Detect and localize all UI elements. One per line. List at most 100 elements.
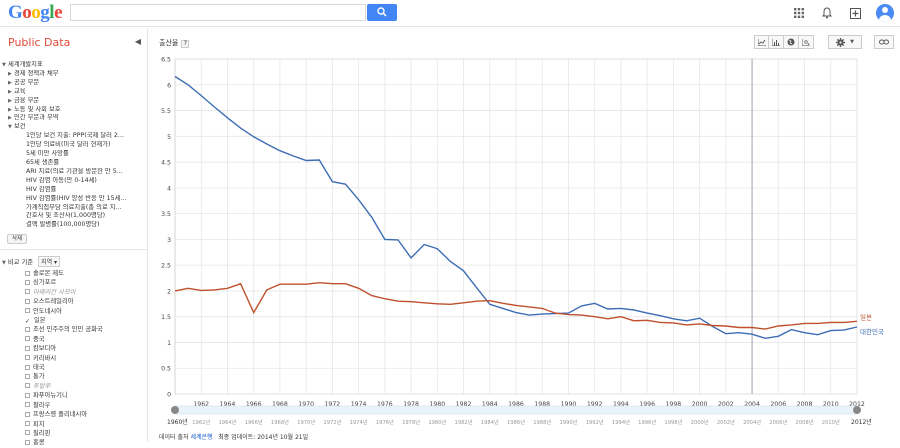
- collapsed-arrow-icon[interactable]: ▶: [8, 70, 12, 77]
- search-input[interactable]: [70, 4, 366, 21]
- country-item[interactable]: 싱가포르: [25, 278, 147, 287]
- checkbox[interactable]: [25, 383, 30, 389]
- tree-indicator[interactable]: 가계직접부담 의료지출(총 의료 지...: [2, 204, 148, 213]
- tree-indicator[interactable]: 1인당 의료비(미국 달러 현재가): [2, 141, 148, 150]
- country-item[interactable]: 캄보디아: [25, 344, 147, 353]
- checkbox[interactable]: [25, 373, 30, 379]
- country-item[interactable]: 인도네시아: [25, 307, 147, 316]
- timeline-start-handle[interactable]: [171, 406, 179, 414]
- checkbox[interactable]: [25, 279, 30, 285]
- checkbox[interactable]: [25, 289, 30, 295]
- country-item[interactable]: 중국: [25, 335, 147, 344]
- country-item[interactable]: 홍콩: [25, 438, 147, 447]
- tree-indicator[interactable]: 결핵 발병률(100,000명당): [2, 221, 148, 230]
- tree-category[interactable]: ▶ 민간 부문과 무역: [2, 114, 148, 123]
- country-item[interactable]: 태국: [25, 363, 147, 372]
- link-button[interactable]: [874, 35, 894, 49]
- series-line-1[interactable]: [174, 281, 858, 330]
- country-item[interactable]: 조선 민주주의 인민 공화국: [25, 325, 147, 334]
- tree-indicator[interactable]: HIV 감염 아동(만 0-14세): [2, 177, 148, 186]
- country-item[interactable]: 필리핀: [25, 429, 147, 438]
- country-item[interactable]: 파푸아뉴기니: [25, 391, 147, 400]
- collapse-sidebar-icon[interactable]: ◀: [134, 37, 141, 46]
- country-name: 중국: [33, 335, 45, 343]
- checkbox[interactable]: [25, 402, 30, 408]
- search-button[interactable]: [367, 4, 397, 21]
- delete-button[interactable]: 삭제: [7, 234, 27, 244]
- country-item[interactable]: ✓ 일본: [25, 316, 147, 325]
- share-plus-icon[interactable]: [848, 6, 862, 20]
- country-item[interactable]: 아메리칸 사모아: [25, 288, 147, 297]
- country-item[interactable]: 오스트레일리아: [25, 297, 147, 306]
- collapsed-arrow-icon[interactable]: ▶: [8, 97, 12, 104]
- series-label[interactable]: 대한민국: [860, 327, 884, 336]
- collapsed-arrow-icon[interactable]: ▶: [8, 106, 12, 113]
- checkbox[interactable]: [25, 298, 30, 304]
- fertility-rate-chart[interactable]: 1962 1964 1966 1968 1970 1972 1974 1976 1978 1980…: [149, 28, 900, 428]
- gear-icon: [836, 37, 846, 47]
- help-button[interactable]: ?: [181, 40, 190, 48]
- tree-category[interactable]: ▼ 보건: [2, 123, 148, 132]
- tree-indicator[interactable]: 65세 생존률: [2, 159, 148, 168]
- country-item[interactable]: 프랑스령 폴리네시아: [25, 410, 147, 419]
- checked-checkbox[interactable]: ✓: [25, 317, 31, 325]
- x-tick-label: 1978: [403, 401, 419, 408]
- checkbox[interactable]: [25, 355, 30, 361]
- tree-root[interactable]: ▼ 세계개발지표: [2, 61, 148, 70]
- collapse-arrow-icon[interactable]: ▼: [2, 260, 6, 266]
- country-name: 아메리칸 사모아: [33, 288, 76, 296]
- google-logo[interactable]: Google: [8, 2, 62, 24]
- tree-indicator[interactable]: HIV 감염률: [2, 186, 148, 195]
- y-tick-label: 5.5: [161, 108, 171, 115]
- apps-icon[interactable]: [792, 6, 806, 20]
- collapsed-arrow-icon[interactable]: ▶: [8, 115, 12, 122]
- tree-category[interactable]: ▶ 노동 및 사회 보호: [2, 106, 148, 115]
- checkbox[interactable]: [25, 411, 30, 417]
- line-chart-view-icon[interactable]: [754, 35, 769, 49]
- tree-indicator[interactable]: 간호사 및 조산사(1,000명당): [2, 212, 148, 221]
- checkbox[interactable]: [25, 308, 30, 314]
- country-item[interactable]: 키리바시: [25, 354, 147, 363]
- map-view-icon[interactable]: [784, 35, 799, 49]
- bubble-chart-view-icon[interactable]: [799, 35, 814, 49]
- tree-indicator[interactable]: 5세 미만 사망률: [2, 150, 148, 159]
- timeline-end-handle[interactable]: [853, 406, 861, 414]
- timeline-tick-label: 1980년: [428, 418, 446, 426]
- checkbox[interactable]: [25, 439, 30, 445]
- checkbox[interactable]: [25, 364, 30, 370]
- country-item[interactable]: 투발루: [25, 382, 147, 391]
- tree-category[interactable]: ▶ 공공 부문: [2, 79, 148, 88]
- expanded-arrow-icon[interactable]: ▼: [8, 124, 12, 131]
- country-item[interactable]: 피지: [25, 420, 147, 429]
- country-item[interactable]: 솔로몬 제도: [25, 269, 147, 278]
- bar-chart-view-icon[interactable]: [769, 35, 784, 49]
- checkbox[interactable]: [25, 421, 30, 426]
- source-link[interactable]: 세계은행: [190, 434, 213, 441]
- country-item[interactable]: 통가: [25, 372, 147, 381]
- tree-category[interactable]: ▶ 교육: [2, 88, 148, 97]
- timeline-track[interactable]: [174, 405, 858, 415]
- checkbox[interactable]: [25, 392, 30, 398]
- notifications-icon[interactable]: [820, 6, 834, 20]
- compare-select[interactable]: 지역 ▾: [38, 256, 61, 267]
- collapsed-arrow-icon[interactable]: ▶: [8, 79, 12, 86]
- tree-indicator[interactable]: 1인당 보건 지출: PPP(국제 달러 2...: [2, 132, 148, 141]
- tree-category[interactable]: ▶ 금융 부문: [2, 97, 148, 106]
- tree-category[interactable]: ▶ 경제 정책과 채무: [2, 70, 148, 79]
- account-avatar-icon[interactable]: [876, 4, 894, 22]
- collapsed-arrow-icon[interactable]: ▶: [8, 88, 12, 95]
- tree-indicator[interactable]: HIV 감염률(HIV 양성 반응 만 15세...: [2, 195, 148, 204]
- checkbox[interactable]: [25, 345, 30, 351]
- tree-indicator[interactable]: ARI 치료(의료 기관을 방문한 만 5...: [2, 168, 148, 177]
- checkbox[interactable]: [25, 430, 30, 436]
- checkbox[interactable]: [25, 270, 30, 276]
- settings-button[interactable]: ▼: [828, 35, 862, 49]
- expanded-arrow-icon[interactable]: ▼: [2, 62, 6, 68]
- checkbox[interactable]: [25, 336, 30, 342]
- series-label[interactable]: 일본: [860, 312, 872, 321]
- series-line-0[interactable]: [174, 75, 858, 340]
- logo-letter: o: [31, 2, 41, 23]
- checkbox[interactable]: [25, 326, 30, 332]
- country-item[interactable]: 팔라우: [25, 401, 147, 410]
- sidebar-title[interactable]: Public Data: [8, 36, 71, 49]
